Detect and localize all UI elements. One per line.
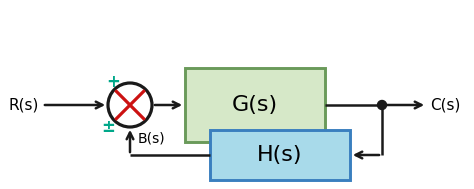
Text: G(s): G(s): [232, 95, 278, 115]
FancyBboxPatch shape: [210, 130, 350, 180]
Circle shape: [377, 101, 386, 109]
Text: +: +: [106, 73, 120, 91]
Text: B(s): B(s): [138, 131, 165, 145]
FancyBboxPatch shape: [185, 68, 325, 142]
Text: H(s): H(s): [257, 145, 303, 165]
Text: ±: ±: [101, 118, 115, 136]
Text: R(s): R(s): [8, 98, 38, 112]
Text: C(s): C(s): [430, 98, 460, 112]
